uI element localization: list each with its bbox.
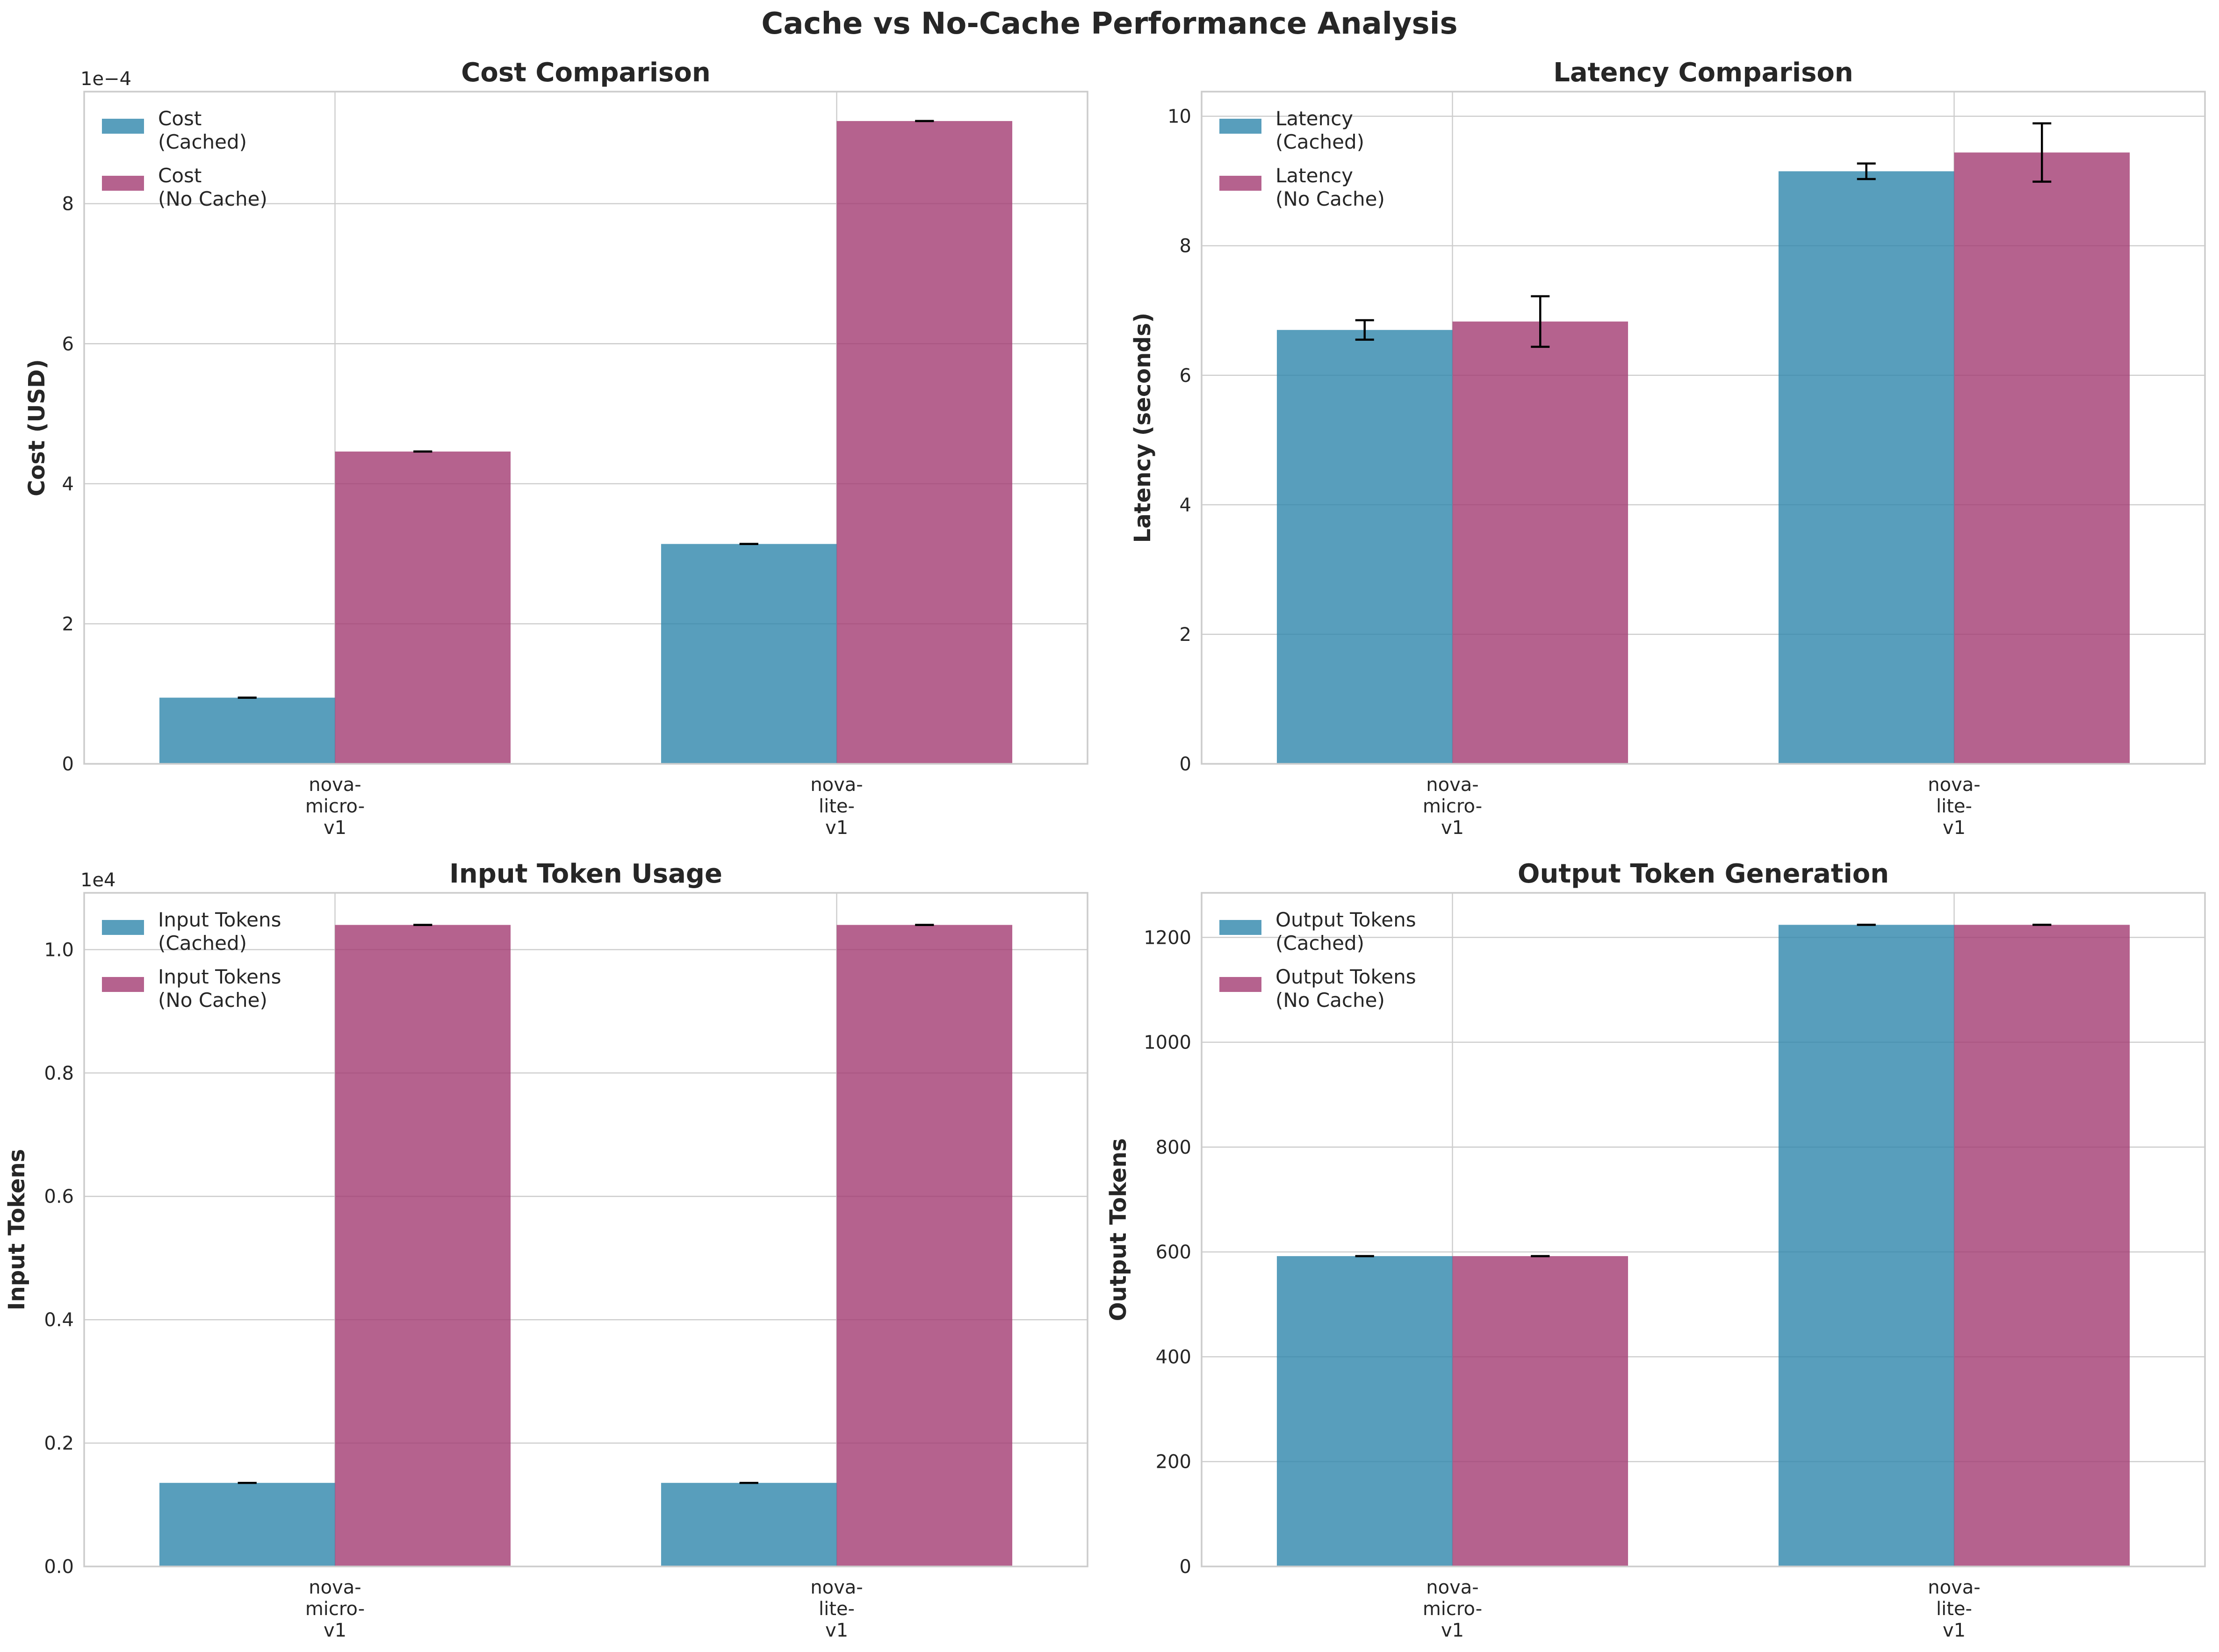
panel-latency-comparison: Latency Comparison 0 2 4 6 8 10 Latency (second… bbox=[1130, 57, 2206, 839]
legend: Cost (Cached) Cost (No Cache) bbox=[102, 107, 267, 210]
y-offset-label: 1e4 bbox=[80, 869, 116, 891]
y-tick-label: 0.6 bbox=[44, 1186, 74, 1207]
y-tick-label: 1.0 bbox=[44, 939, 74, 961]
legend-label: Input Tokens (Cached) bbox=[158, 908, 281, 955]
axes-frame bbox=[83, 91, 1088, 765]
y-axis-label: Latency (seconds) bbox=[1130, 313, 1156, 543]
x-tick-label: nova-micro-v1 bbox=[305, 1577, 365, 1641]
bar-latency-no-cache-nova-micro-v1 bbox=[1452, 321, 1628, 764]
legend-swatch bbox=[1219, 176, 1261, 191]
error-bar bbox=[1531, 295, 1550, 348]
y-axis-label: Input Tokens bbox=[4, 1149, 30, 1311]
y-tick-label: 2 bbox=[62, 613, 74, 635]
error-bar bbox=[2032, 122, 2052, 183]
x-tick-label: nova-lite-v1 bbox=[810, 774, 863, 839]
bar-output-tokens-no-cache-nova-micro-v1 bbox=[1452, 1256, 1628, 1566]
bar-input-tokens-cached-nova-lite-v1 bbox=[661, 1483, 837, 1566]
legend-label: Cost (Cached) bbox=[158, 107, 247, 153]
legend-swatch bbox=[102, 119, 144, 134]
panel-cost-comparison: Cost Comparison 0 2 4 6 8 1e−4 Cost (USD) nova-m… bbox=[24, 57, 1088, 839]
panel-title: Cost Comparison bbox=[461, 57, 710, 88]
bar-output-tokens-cached-nova-micro-v1 bbox=[1276, 1256, 1453, 1566]
y-offset-label: 1e−4 bbox=[80, 68, 131, 90]
x-tick-label: nova-lite-v1 bbox=[1928, 774, 1980, 839]
x-tick-label: nova-micro-v1 bbox=[1423, 1577, 1482, 1641]
y-tick-label: 200 bbox=[1156, 1451, 1191, 1473]
panel-title: Output Token Generation bbox=[1518, 859, 1889, 889]
y-tick-label: 4 bbox=[62, 474, 74, 495]
legend: Output Tokens (Cached) Output Tokens (No Ca… bbox=[1219, 908, 1416, 1012]
error-bar bbox=[1355, 319, 1374, 341]
y-axis-label: Cost (USD) bbox=[24, 359, 50, 496]
bar-latency-cached-nova-micro-v1 bbox=[1276, 330, 1453, 764]
x-tick-label: nova-micro-v1 bbox=[1423, 774, 1482, 839]
legend-swatch bbox=[102, 176, 144, 191]
error-bar bbox=[1857, 162, 1876, 180]
y-tick-label: 4 bbox=[1180, 495, 1191, 516]
y-tick-label: 10 bbox=[1167, 106, 1191, 128]
bar-output-tokens-no-cache-nova-lite-v1 bbox=[1954, 925, 2130, 1566]
bar-input-tokens-cached-nova-micro-v1 bbox=[159, 1483, 335, 1566]
y-tick-label: 800 bbox=[1156, 1137, 1191, 1158]
bar-cost-no-cache-nova-micro-v1 bbox=[335, 451, 511, 764]
y-tick-label: 0 bbox=[1180, 754, 1191, 775]
y-tick-label: 600 bbox=[1156, 1242, 1191, 1263]
panel-title: Latency Comparison bbox=[1553, 57, 1853, 88]
panel-title: Input Token Usage bbox=[449, 859, 722, 889]
legend-swatch bbox=[1219, 920, 1261, 935]
panel-input-token-usage: Input Token Usage 0.0 0.2 0.4 0.6 0.8 1.0 1e4 In… bbox=[4, 859, 1088, 1641]
legend-label: Output Tokens (Cached) bbox=[1275, 908, 1416, 955]
y-tick-label: 0.2 bbox=[44, 1433, 74, 1454]
axes-frame bbox=[1201, 91, 2206, 765]
y-axis-label: Output Tokens bbox=[1105, 1138, 1131, 1321]
y-tick-label: 400 bbox=[1156, 1346, 1191, 1368]
legend-swatch bbox=[102, 920, 144, 935]
bar-cost-cached-nova-lite-v1 bbox=[661, 544, 837, 764]
x-tick-label: nova-micro-v1 bbox=[305, 774, 365, 839]
legend-label: Latency (Cached) bbox=[1275, 107, 1364, 153]
legend: Input Tokens (Cached) Input Tokens (No Cach… bbox=[102, 908, 281, 1012]
y-tick-label: 6 bbox=[1180, 365, 1191, 387]
axes-frame bbox=[1201, 892, 2206, 1567]
bar-input-tokens-no-cache-nova-micro-v1 bbox=[335, 925, 511, 1566]
legend-swatch bbox=[1219, 119, 1261, 134]
bar-cost-no-cache-nova-lite-v1 bbox=[836, 121, 1013, 764]
legend-label: Latency (No Cache) bbox=[1275, 164, 1385, 210]
y-tick-label: 8 bbox=[1180, 236, 1191, 257]
bar-latency-no-cache-nova-lite-v1 bbox=[1954, 152, 2130, 764]
axes-frame bbox=[83, 892, 1088, 1567]
y-tick-label: 0 bbox=[62, 754, 74, 775]
y-tick-label: 0.0 bbox=[44, 1556, 74, 1578]
y-tick-label: 2 bbox=[1180, 624, 1191, 646]
legend-label: Output Tokens (No Cache) bbox=[1275, 965, 1416, 1012]
legend-label: Input Tokens (No Cache) bbox=[158, 965, 281, 1012]
panel-output-token-generation: Output Token Generation 0 200 400 600 800 1000… bbox=[1105, 859, 2206, 1641]
x-tick-label: nova-lite-v1 bbox=[810, 1577, 863, 1641]
y-tick-label: 0 bbox=[1180, 1556, 1191, 1578]
y-tick-label: 0.4 bbox=[44, 1309, 74, 1331]
legend-swatch bbox=[1219, 977, 1261, 992]
legend-label: Cost (No Cache) bbox=[158, 164, 267, 210]
figure-title: Cache vs No-Cache Performance Analysis bbox=[761, 7, 1458, 41]
x-tick-label: nova-lite-v1 bbox=[1928, 1577, 1980, 1641]
legend-swatch bbox=[102, 977, 144, 992]
bar-input-tokens-no-cache-nova-lite-v1 bbox=[836, 925, 1013, 1566]
y-tick-label: 1200 bbox=[1144, 927, 1191, 948]
bar-cost-cached-nova-micro-v1 bbox=[159, 697, 335, 764]
y-tick-label: 8 bbox=[62, 194, 74, 215]
y-tick-label: 6 bbox=[62, 333, 74, 355]
bar-output-tokens-cached-nova-lite-v1 bbox=[1778, 925, 1954, 1566]
y-tick-label: 0.8 bbox=[44, 1063, 74, 1084]
y-tick-label: 1000 bbox=[1144, 1032, 1191, 1054]
bar-latency-cached-nova-lite-v1 bbox=[1778, 171, 1954, 764]
legend: Latency (Cached) Latency (No Cache) bbox=[1219, 107, 1385, 210]
